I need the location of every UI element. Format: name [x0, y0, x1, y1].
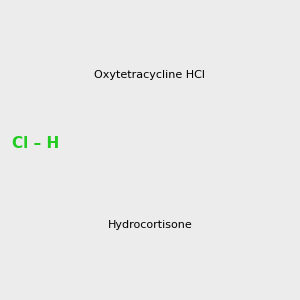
Text: Hydrocortisone: Hydrocortisone [108, 220, 192, 230]
Text: Cl – H: Cl – H [12, 136, 59, 152]
Text: Oxytetracycline HCl: Oxytetracycline HCl [94, 70, 206, 80]
